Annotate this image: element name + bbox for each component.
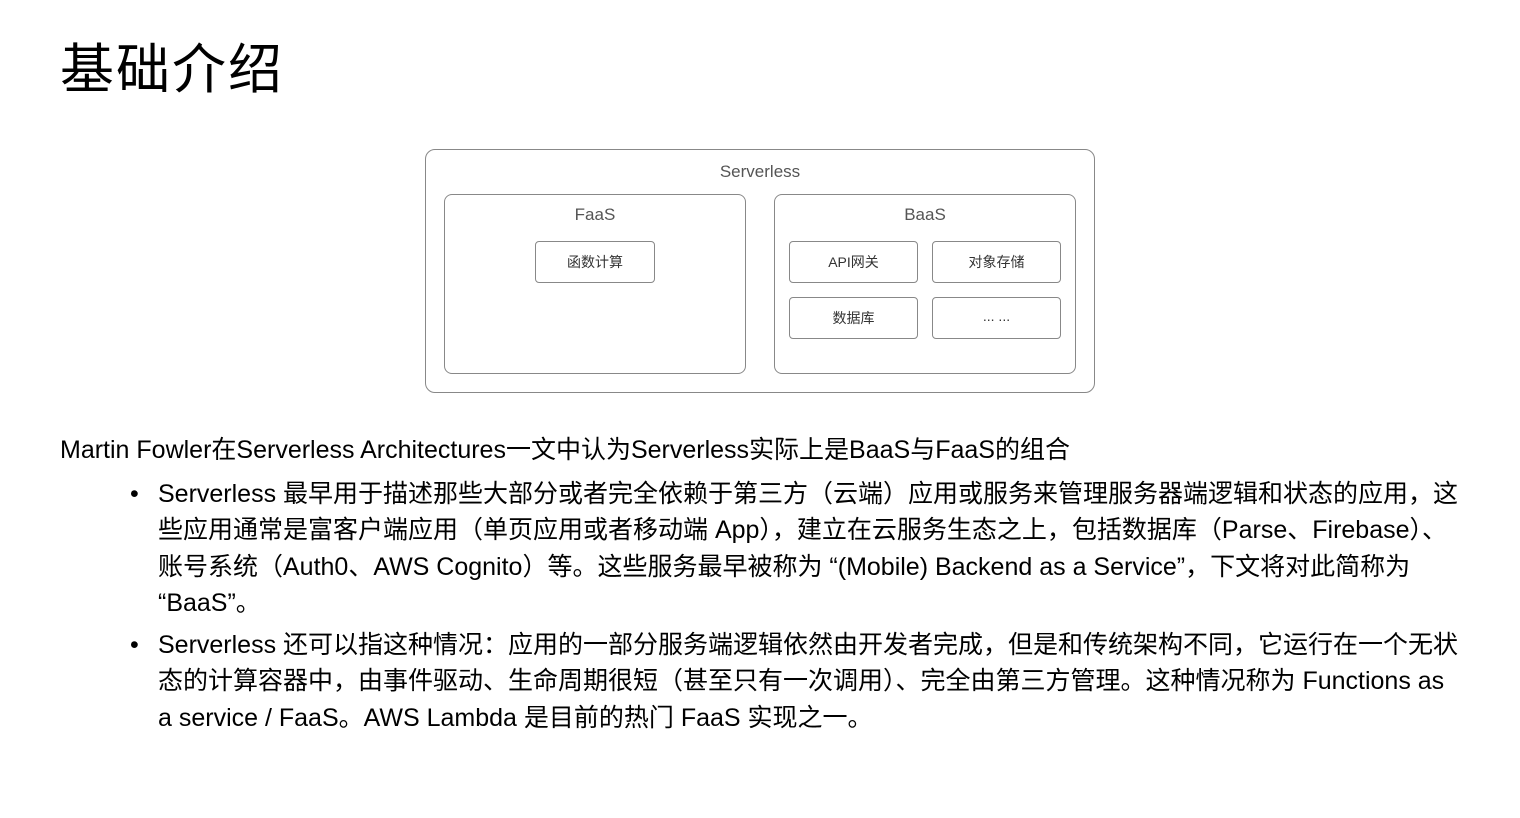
serverless-box: Serverless FaaS 函数计算 BaaS API网关 对象存储 数据库… xyxy=(425,149,1095,393)
serverless-label: Serverless xyxy=(444,162,1076,182)
baas-label: BaaS xyxy=(789,205,1061,225)
baas-item-object-storage: 对象存储 xyxy=(932,241,1061,283)
faas-item-function-compute: 函数计算 xyxy=(535,241,655,283)
baas-item-database: 数据库 xyxy=(789,297,918,339)
diagram-wrapper: Serverless FaaS 函数计算 BaaS API网关 对象存储 数据库… xyxy=(60,149,1460,393)
inner-row: FaaS 函数计算 BaaS API网关 对象存储 数据库 ... ... xyxy=(444,194,1076,374)
bullet-item-1: Serverless 最早用于描述那些大部分或者完全依赖于第三方（云端）应用或服… xyxy=(130,476,1460,621)
page-title: 基础介绍 xyxy=(60,25,1460,104)
faas-box: FaaS 函数计算 xyxy=(444,194,746,374)
bullet-list: Serverless 最早用于描述那些大部分或者完全依赖于第三方（云端）应用或服… xyxy=(60,476,1460,736)
baas-items: API网关 对象存储 数据库 ... ... xyxy=(789,241,1061,339)
baas-box: BaaS API网关 对象存储 数据库 ... ... xyxy=(774,194,1076,374)
faas-label: FaaS xyxy=(459,205,731,225)
baas-item-api-gateway: API网关 xyxy=(789,241,918,283)
intro-paragraph: Martin Fowler在Serverless Architectures一文… xyxy=(60,433,1460,468)
faas-items: 函数计算 xyxy=(459,241,731,283)
bullet-item-2: Serverless 还可以指这种情况：应用的一部分服务端逻辑依然由开发者完成，… xyxy=(130,627,1460,736)
baas-item-more: ... ... xyxy=(932,297,1061,339)
